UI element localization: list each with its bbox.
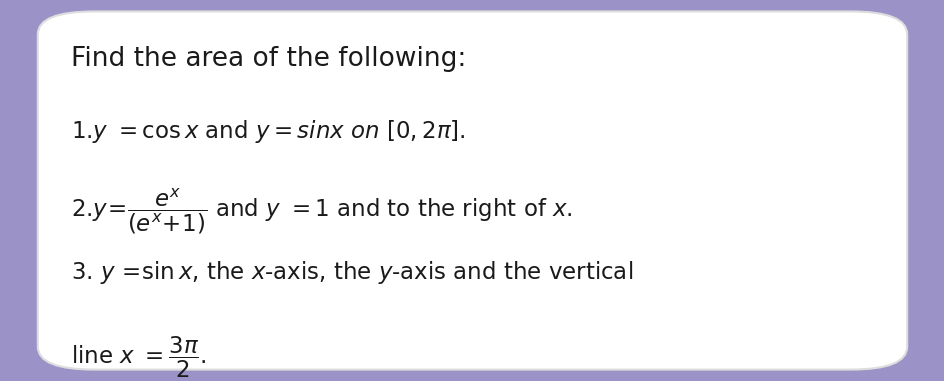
Text: 2.$y\!=\!\dfrac{e^x}{(e^x\!+\!1)}$ and $y\ =1$ and to the right of $x.$: 2.$y\!=\!\dfrac{e^x}{(e^x\!+\!1)}$ and $… — [71, 187, 572, 236]
Text: 3. $y\ \!=\!\sin x$, the $x$-axis, the $y$-axis and the vertical: 3. $y\ \!=\!\sin x$, the $x$-axis, the $… — [71, 259, 632, 286]
Text: Find the area of the following:: Find the area of the following: — [71, 46, 465, 72]
Text: 1.$y\ =\cos x$ and $y = \mathit{sinx}\ \mathit{on}\ [0,2\pi].$: 1.$y\ =\cos x$ and $y = \mathit{sinx}\ \… — [71, 118, 465, 145]
Text: line $x\ =\dfrac{3\pi}{2}.$: line $x\ =\dfrac{3\pi}{2}.$ — [71, 335, 207, 381]
